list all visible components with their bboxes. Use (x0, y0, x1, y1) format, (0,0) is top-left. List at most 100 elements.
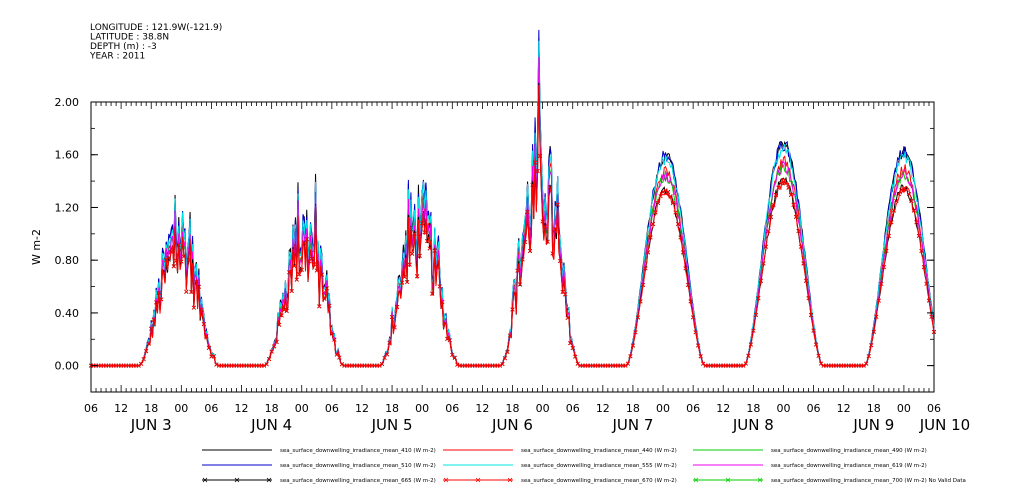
legend-marker (202, 477, 208, 483)
series-marker (169, 249, 174, 255)
series-marker (337, 355, 342, 360)
series-lines (88, 29, 937, 368)
series-marker (650, 221, 656, 227)
series-marker (389, 314, 395, 319)
series-marker (781, 179, 786, 184)
series-marker (630, 343, 636, 348)
series-marker (397, 290, 402, 295)
series-marker (422, 230, 427, 235)
series-marker (400, 280, 405, 285)
x-tick-label: 00 (897, 402, 911, 415)
series-marker (793, 214, 799, 220)
series-marker (417, 253, 422, 258)
x-tick-label: 00 (656, 402, 670, 415)
series-marker (568, 341, 573, 346)
series-marker (783, 181, 789, 186)
legend-entry-label: sea_surface_downwelling_irradiance_mean_… (521, 448, 677, 454)
series-marker (550, 251, 555, 256)
series-marker (156, 290, 161, 296)
series-marker (206, 345, 212, 350)
series-marker (425, 239, 430, 244)
series-line (91, 82, 935, 367)
series-marker (931, 329, 937, 334)
series-marker (548, 185, 553, 190)
x-date-label: JUN 3 (130, 416, 172, 434)
series-marker (538, 153, 543, 159)
x-tick-label: 18 (265, 402, 279, 415)
series-marker (405, 279, 410, 285)
series-marker (455, 362, 460, 367)
series-marker (154, 300, 159, 305)
legend-marker (757, 477, 763, 483)
series-marker (430, 291, 435, 296)
series-marker (640, 282, 646, 287)
metadata-line: YEAR : 2011 (89, 52, 145, 62)
metadata-line: LONGITUDE : 121.9W(-121.9) (90, 23, 222, 33)
x-tick-label: 18 (506, 402, 520, 415)
series-marker (573, 354, 578, 359)
y-tick-label: 1.20 (55, 201, 80, 214)
series-marker (889, 220, 894, 225)
series-marker (886, 233, 891, 238)
series-marker (673, 210, 678, 215)
series-marker (171, 264, 176, 269)
x-tick-label: 18 (144, 402, 158, 415)
series-marker (565, 315, 570, 321)
series-marker (648, 235, 653, 240)
series-marker (653, 210, 658, 215)
series-marker (688, 299, 693, 304)
legend-entry-label: sea_surface_downwelling_irradiance_mean_… (521, 463, 677, 469)
legend-entry-label: sea_surface_downwelling_irradiance_mean_… (521, 478, 677, 484)
series-marker (776, 185, 781, 190)
series-marker (294, 277, 299, 282)
x-tick-label: 06 (204, 402, 218, 415)
y-tick-label: 0.00 (55, 360, 80, 373)
x-date-label: JUN 5 (371, 416, 413, 434)
series-marker (191, 305, 196, 310)
series-marker (899, 187, 904, 192)
series-marker (510, 307, 515, 312)
series-marker (801, 261, 806, 266)
series-marker (289, 288, 294, 294)
series-marker (553, 227, 558, 232)
series-marker (871, 329, 876, 334)
series-marker (332, 337, 337, 342)
series-marker (189, 289, 194, 294)
series-marker (309, 256, 314, 261)
series-marker (312, 262, 317, 267)
series-marker (906, 192, 911, 197)
series-marker (272, 344, 277, 349)
legend-marker (475, 477, 481, 483)
series-marker (563, 292, 568, 297)
series-marker (808, 312, 814, 318)
series-marker (756, 296, 761, 301)
x-tick-label: 12 (837, 402, 851, 415)
series-marker (174, 258, 179, 263)
series-marker (384, 352, 390, 357)
series-marker (151, 317, 156, 322)
series-marker (440, 299, 445, 305)
legend-marker (693, 477, 699, 483)
series-marker (751, 328, 756, 333)
series-marker (517, 282, 523, 287)
legend-entry-label: sea_surface_downwelling_irradiance_mean_… (280, 463, 436, 469)
series-marker (269, 349, 274, 354)
series-marker (420, 221, 425, 226)
series-marker (655, 201, 661, 206)
series-marker (558, 258, 563, 263)
x-tick-label: 06 (927, 402, 941, 415)
series-marker (625, 361, 630, 366)
legend-marker (234, 477, 240, 483)
series-marker (540, 219, 545, 224)
series-line (91, 85, 935, 367)
x-tick-label: 18 (867, 402, 881, 415)
series-marker (758, 278, 763, 283)
series-marker (445, 336, 450, 341)
series-marker (909, 198, 914, 204)
series-marker (869, 343, 874, 348)
series-marker (668, 194, 673, 199)
series-marker (199, 307, 204, 312)
legend-marker (507, 477, 513, 483)
series-marker (452, 355, 457, 360)
series-marker (284, 308, 289, 314)
